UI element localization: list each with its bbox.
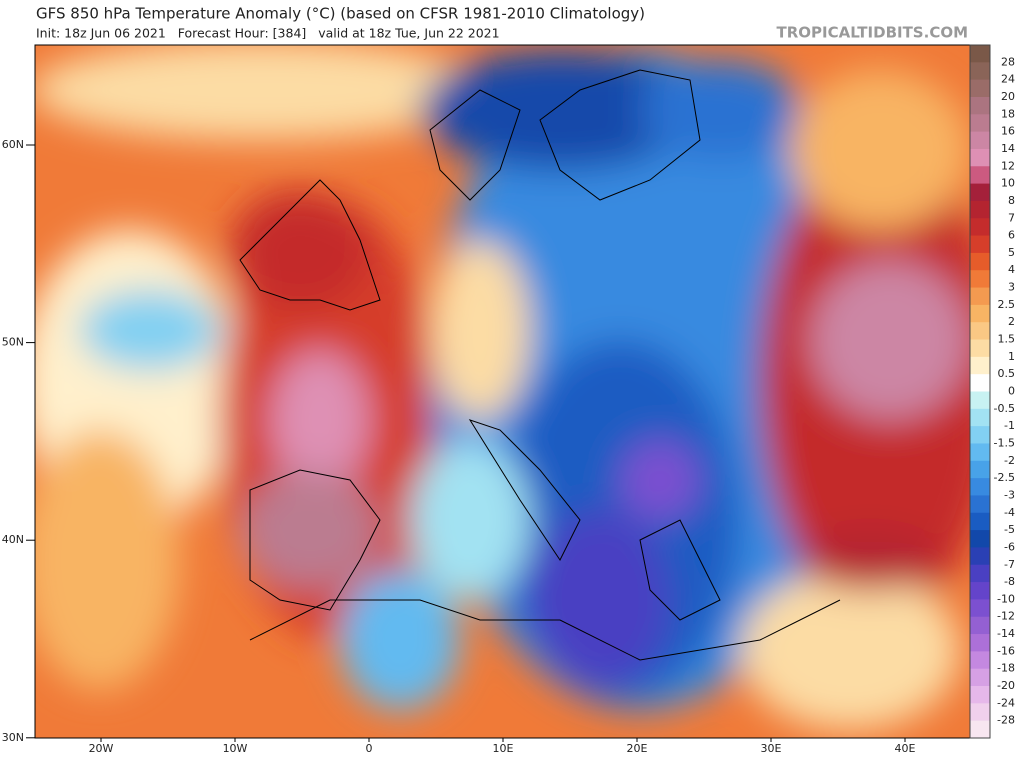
colorbar-label: 12 [1001, 159, 1015, 172]
lat-label: 60N [2, 138, 24, 151]
lat-label: 50N [2, 336, 24, 349]
colorbar-label: -16 [997, 644, 1015, 657]
lon-label: 40E [895, 742, 916, 755]
colorbar-bin [970, 582, 990, 600]
colorbar-label: -1.5 [994, 436, 1015, 449]
colorbar-bin [970, 634, 990, 652]
colorbar-bin [970, 270, 990, 289]
colorbar-label: 3 [1008, 281, 1015, 294]
title: GFS 850 hPa Temperature Anomaly (°C) (ba… [36, 5, 645, 23]
colorbar-bin [970, 478, 990, 496]
lat-label: 30N [2, 731, 24, 744]
colorbar-label: 20 [1001, 90, 1015, 103]
colorbar-label: 24 [1001, 73, 1015, 86]
colorbar-bin [970, 426, 990, 444]
colorbar-bin [970, 564, 990, 583]
colorbar-bin [970, 651, 990, 670]
colorbar-label: -18 [997, 662, 1015, 675]
colorbar-bin [970, 443, 990, 462]
colorbar-bin [970, 460, 990, 479]
colorbar-label: 0.5 [998, 367, 1016, 380]
lon-label: 30E [761, 742, 782, 755]
colorbar-label: -20 [997, 679, 1015, 692]
colorbar-bin [970, 148, 990, 167]
colorbar-frame [969, 44, 991, 739]
colorbar-label: -8 [1004, 575, 1015, 588]
colorbar-bin [970, 391, 990, 410]
colorbar-bin [970, 200, 990, 219]
colorbar-bin [970, 668, 990, 687]
lon-label: 20E [627, 742, 648, 755]
colorbar-bin [970, 252, 990, 271]
colorbar-label: 28 [1001, 55, 1015, 68]
colorbar-bin [970, 131, 990, 150]
colorbar-label: 14 [1001, 142, 1015, 155]
colorbar-bin [970, 166, 990, 185]
lat-label: 40N [2, 533, 24, 546]
colorbar-label: -2.5 [994, 471, 1015, 484]
colorbar-bin [970, 62, 990, 81]
colorbar: 28 24 20 18 16 14 12 10 8 7 6 5 4 3 2.5 2 1.5 1 0.5 0 -0.5 -1… [969, 44, 1016, 739]
colorbar-bin [970, 547, 990, 566]
colorbar-bin [970, 45, 990, 63]
map [35, 45, 970, 738]
lon-label: 10E [493, 742, 514, 755]
colorbar-label: 1.5 [998, 333, 1016, 346]
colorbar-label: -10 [997, 592, 1015, 605]
colorbar-bin [970, 183, 990, 202]
colorbar-bin [970, 703, 990, 722]
subtitle: Init: 18z Jun 06 2021 Forecast Hour: [38… [36, 26, 500, 41]
colorbar-label: 5 [1008, 246, 1015, 259]
colorbar-label: 16 [1001, 125, 1015, 138]
colorbar-label: -28 [997, 714, 1015, 727]
lon-label: 0 [366, 742, 373, 755]
colorbar-bin [970, 686, 990, 704]
colorbar-label: 0 [1008, 385, 1015, 398]
lon-label: 10W [223, 742, 248, 755]
colorbar-bin [970, 530, 990, 548]
colorbar-bin [970, 79, 990, 98]
colorbar-bin [970, 114, 990, 133]
colorbar-label: 2.5 [998, 298, 1016, 311]
colorbar-label: -0.5 [994, 402, 1015, 415]
colorbar-label: -4 [1004, 506, 1015, 519]
site: TROPICALTIDBITS.COM [777, 24, 969, 42]
colorbar-bin [970, 322, 990, 341]
colorbar-bin [970, 408, 990, 427]
colorbar-bin [970, 495, 990, 514]
colorbar-label: 10 [1001, 177, 1015, 190]
colorbar-bin [970, 374, 990, 392]
colorbar-label: -24 [997, 696, 1015, 709]
colorbar-bin [970, 235, 990, 254]
colorbar-bin [970, 339, 990, 358]
colorbar-bin [970, 304, 990, 323]
colorbar-bin [970, 287, 990, 306]
colorbar-bin [970, 720, 990, 739]
colorbar-label: -14 [997, 627, 1015, 640]
colorbar-label: 18 [1001, 107, 1015, 120]
colorbar-bin [970, 599, 990, 618]
lon-label: 20W [89, 742, 114, 755]
colorbar-bin [970, 356, 990, 375]
colorbar-bin [970, 512, 990, 531]
colorbar-label: -2 [1004, 454, 1015, 467]
colorbar-bin [970, 96, 990, 115]
colorbar-label: -1 [1004, 419, 1015, 432]
colorbar-label: -6 [1004, 540, 1015, 553]
colorbar-label: -3 [1004, 488, 1015, 501]
colorbar-bin [970, 616, 990, 635]
colorbar-label: 1 [1008, 350, 1015, 363]
colorbar-label: -5 [1004, 523, 1015, 536]
colorbar-label: -7 [1004, 558, 1015, 571]
colorbar-label: 6 [1008, 229, 1015, 242]
colorbar-label: 4 [1008, 263, 1015, 276]
colorbar-label: 8 [1008, 194, 1015, 207]
colorbar-label: 7 [1008, 211, 1015, 224]
colorbar-label: -12 [997, 610, 1015, 623]
colorbar-label: 2 [1008, 315, 1015, 328]
colorbar-bin [970, 218, 990, 237]
